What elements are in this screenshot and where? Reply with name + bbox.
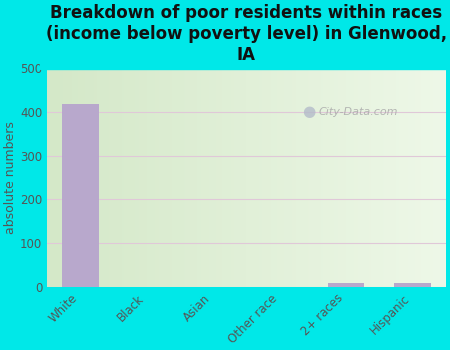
Bar — [62, 104, 99, 287]
Text: City-Data.com: City-Data.com — [318, 107, 398, 117]
Text: ●: ● — [302, 104, 315, 119]
Y-axis label: absolute numbers: absolute numbers — [4, 121, 17, 234]
Bar — [394, 282, 431, 287]
Title: Breakdown of poor residents within races
(income below poverty level) in Glenwoo: Breakdown of poor residents within races… — [46, 4, 447, 64]
Bar — [328, 282, 365, 287]
